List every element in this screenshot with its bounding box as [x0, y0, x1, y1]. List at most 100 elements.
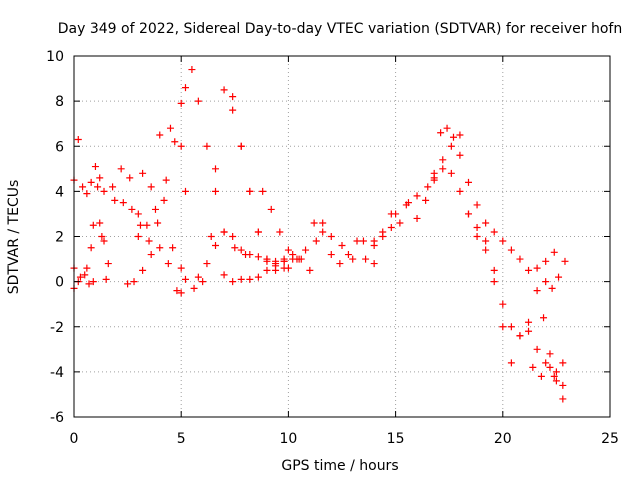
data-point: [537, 372, 545, 380]
data-point: [370, 237, 378, 245]
grid-layer: [74, 56, 610, 417]
data-point: [74, 135, 82, 143]
data-point: [559, 381, 567, 389]
data-point: [482, 237, 490, 245]
data-point: [276, 228, 284, 236]
data-point: [91, 163, 99, 171]
data-point: [246, 275, 254, 283]
data-point: [473, 223, 481, 231]
data-point: [284, 264, 292, 272]
data-point: [525, 327, 533, 335]
data-point: [83, 264, 91, 272]
data-point: [85, 280, 93, 288]
chart-title: Day 349 of 2022, Sidereal Day-to-day VTE…: [58, 21, 622, 37]
data-point: [319, 228, 327, 236]
series-track-17: [464, 210, 567, 403]
data-point: [203, 260, 211, 268]
data-point: [229, 233, 237, 240]
data-point: [447, 169, 455, 177]
data-point: [104, 260, 112, 268]
x-tick-label: 25: [601, 431, 619, 447]
data-point: [437, 129, 445, 137]
data-point: [194, 273, 202, 281]
data-point: [81, 271, 89, 279]
x-tick-label: 5: [177, 431, 186, 447]
data-point: [456, 187, 464, 195]
data-point: [542, 257, 550, 265]
data-point: [220, 86, 228, 94]
data-point: [237, 246, 245, 254]
data-point: [111, 196, 119, 204]
data-point: [413, 192, 421, 200]
data-point: [327, 233, 335, 240]
data-point: [559, 359, 567, 367]
y-tick-label: 2: [55, 230, 64, 246]
x-axis-title: GPS time / hours: [281, 458, 398, 474]
data-point: [499, 323, 507, 331]
data-point: [181, 84, 189, 92]
data-point: [177, 142, 185, 150]
data-point: [231, 244, 239, 252]
data-point: [109, 183, 117, 191]
data-point: [499, 300, 507, 308]
data-point: [507, 359, 515, 367]
series-track-19: [533, 287, 567, 389]
series-track-20: [529, 359, 567, 385]
data-point: [379, 228, 387, 236]
data-point: [76, 273, 84, 281]
data-point: [473, 201, 481, 209]
data-point: [229, 278, 237, 286]
data-point: [177, 99, 185, 107]
series-track-4: [109, 124, 189, 218]
y-tick-label: -6: [50, 410, 64, 426]
data-point: [430, 174, 438, 182]
data-point: [128, 205, 136, 213]
data-point: [237, 275, 245, 283]
series-track-6: [124, 244, 185, 297]
data-point: [302, 246, 310, 254]
data-point: [94, 183, 102, 191]
data-points-layer: [70, 66, 569, 403]
data-point: [439, 165, 447, 173]
data-point: [344, 251, 352, 259]
data-point: [525, 266, 533, 274]
y-tick-label: 0: [55, 275, 64, 291]
data-point: [424, 183, 432, 191]
data-point: [516, 255, 524, 263]
series-track-12: [259, 187, 378, 268]
data-point: [246, 251, 254, 259]
data-point: [507, 246, 515, 254]
data-point: [312, 237, 320, 245]
data-point: [124, 280, 132, 288]
data-point: [422, 196, 430, 204]
data-point: [181, 187, 189, 195]
data-point: [338, 242, 346, 250]
data-point: [259, 187, 267, 195]
data-point: [181, 275, 189, 283]
data-point: [166, 124, 174, 132]
data-point: [136, 221, 144, 229]
data-point: [254, 253, 262, 261]
data-point: [464, 178, 472, 186]
data-point: [533, 287, 541, 295]
data-point: [482, 219, 490, 227]
data-point: [147, 251, 155, 259]
data-point: [79, 183, 87, 191]
series-track-1: [70, 135, 108, 198]
data-point: [156, 244, 164, 252]
data-point: [229, 106, 237, 114]
data-point: [327, 251, 335, 259]
data-point: [237, 142, 245, 150]
data-point: [194, 97, 202, 105]
data-point: [263, 255, 271, 263]
data-point: [162, 176, 170, 184]
data-point: [490, 278, 498, 286]
data-point: [188, 66, 196, 74]
data-point: [171, 138, 179, 146]
data-point: [83, 190, 91, 198]
data-point: [473, 233, 481, 240]
data-point: [87, 244, 95, 252]
data-point: [542, 278, 550, 286]
data-point: [439, 156, 447, 164]
